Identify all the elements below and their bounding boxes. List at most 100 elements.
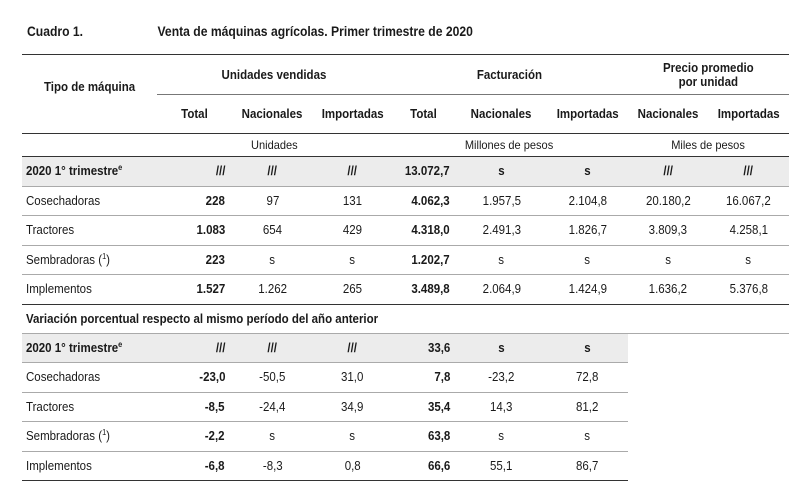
table-cell: 97	[231, 186, 314, 216]
table-cell: 20.180,2	[628, 186, 708, 216]
header-row-subcols: Total Nacionales Importadas Total Nacion…	[22, 95, 789, 134]
table-cell: 86,7	[547, 451, 628, 481]
table-row: Sembradoras (1) 223 s s 1.202,7 s s s s	[22, 245, 789, 275]
table-cell: ///	[314, 333, 391, 363]
table-cell: 223	[157, 245, 231, 275]
table-cell: ///	[157, 156, 231, 187]
table-cell: -23,2	[456, 362, 547, 393]
table-cell: 429	[314, 215, 391, 246]
table-cell: 66,6	[391, 451, 456, 481]
row-label-header: Tipo de máquina	[22, 54, 157, 134]
table-cell: 16.067,2	[708, 186, 789, 216]
table-cell: ///	[231, 156, 314, 187]
table-cell: -6,8	[157, 451, 231, 481]
row-label: Tractores	[22, 215, 157, 246]
table-cell: s	[314, 245, 391, 275]
table-cell: 1.424,9	[547, 274, 628, 305]
group-unidades-vendidas: Unidades vendidas	[157, 54, 391, 95]
row-label: Sembradoras (1)	[22, 421, 157, 452]
table-cell: 2.064,9	[456, 274, 547, 305]
table-cell: 1.202,7	[391, 245, 456, 275]
header-row-groups: Tipo de máquina Unidades vendidas Factur…	[22, 54, 789, 134]
table-cell: 55,1	[456, 451, 547, 481]
subcol-total-unidades: Total	[180, 107, 208, 121]
table-cell: 5.376,8	[708, 274, 789, 305]
units-miles: Miles de pesos	[671, 138, 746, 152]
row-label: 2020 1° trimestree	[22, 333, 157, 363]
units-millones: Millones de pesos	[465, 138, 554, 152]
table-cell: -50,5	[231, 362, 314, 393]
table-cell: s	[231, 245, 314, 275]
table-row: Cosechadoras -23,0 -50,5 31,0 7,8 -23,2 72,8	[22, 362, 789, 393]
group-facturacion: Facturación	[391, 54, 628, 95]
table-cell: 2.491,3	[456, 215, 547, 246]
table-cell: s	[456, 421, 547, 452]
subcol-importadas-precio: Importadas	[717, 107, 780, 121]
table-cell: s	[628, 245, 708, 275]
table-title: Venta de máquinas agrícolas. Primer trim…	[157, 24, 473, 39]
table-cell: 131	[314, 186, 391, 216]
table-cell: -24,4	[231, 392, 314, 422]
table-cell: 3.809,3	[628, 215, 708, 246]
table-row: Cosechadoras 228 97 131 4.062,3 1.957,5 2.104,…	[22, 186, 789, 216]
section-heading-row: Variación porcentual respecto al mismo p…	[22, 304, 789, 333]
table-cell: 63,8	[391, 421, 456, 452]
table-cell: 1.636,2	[628, 274, 708, 305]
table-cell: 14,3	[456, 392, 547, 422]
summary-row: 2020 1° trimestree/////////13.072,7 s s///…	[22, 156, 789, 187]
row-label: Implementos	[22, 274, 157, 305]
group-precio-promedio: Precio promedio por unidad	[628, 54, 789, 95]
table-cell: 33,6	[391, 333, 456, 363]
table-number: Cuadro 1.	[27, 24, 84, 39]
table-cell: 1.957,5	[456, 186, 547, 216]
table-cell: s	[231, 421, 314, 452]
table-caption: Cuadro 1. Venta de máquinas agrícolas. P…	[27, 24, 711, 42]
table-cell: s	[314, 421, 391, 452]
table-row: Tractores -8,5 -24,4 34,9 35,4 14,3 81,2	[22, 392, 789, 422]
table-cell: ///	[157, 333, 231, 363]
table-cell: ///	[314, 156, 391, 187]
subcol-importadas-unidades: Importadas	[321, 107, 384, 121]
table-row: Implementos 1.527 1.262 265 3.489,8 2.064,9 1.…	[22, 274, 789, 305]
table-cell: s	[547, 333, 628, 363]
table-cell: 31,0	[314, 362, 391, 393]
table-cell: 1.527	[157, 274, 231, 305]
table-cell: 1.262	[231, 274, 314, 305]
table-cell: 1.083	[157, 215, 231, 246]
table-cell: 72,8	[547, 362, 628, 393]
table-cell: 34,9	[314, 392, 391, 422]
summary-row: 2020 1° trimestree/////////33,6 s s	[22, 333, 789, 363]
table-cell: 3.489,8	[391, 274, 456, 305]
table-row: Tractores 1.083 654 429 4.318,0 2.491,3 1.826,…	[22, 215, 789, 246]
units-unidades: Unidades	[250, 138, 298, 152]
subcol-nacionales-unidades: Nacionales	[242, 107, 303, 121]
table-cell: 265	[314, 274, 391, 305]
row-label: 2020 1° trimestree	[22, 156, 157, 187]
table-cell: s	[708, 245, 789, 275]
table-cell: 13.072,7	[391, 156, 456, 187]
row-label: Sembradoras (1)	[22, 245, 157, 275]
table-cell: 81,2	[547, 392, 628, 422]
table-cell: ///	[231, 333, 314, 363]
table-cell: -8,5	[157, 392, 231, 422]
row-label: Tractores	[22, 392, 157, 422]
table-cell: -23,0	[157, 362, 231, 393]
table-cell: s	[547, 156, 628, 187]
table-row: Sembradoras (1) -2,2 s s 63,8 s s	[22, 421, 789, 452]
subcol-total-facturacion: Total	[410, 107, 437, 121]
row-label: Cosechadoras	[22, 362, 157, 393]
table-cell: 4.062,3	[391, 186, 456, 216]
section-heading: Variación porcentual respecto al mismo p…	[26, 311, 379, 326]
table-cell: 7,8	[391, 362, 456, 393]
table-cell: -8,3	[231, 451, 314, 481]
subcol-nacionales-facturacion: Nacionales	[471, 107, 532, 121]
table-row: Implementos -6,8 -8,3 0,8 66,6 55,1 86,7	[22, 451, 789, 481]
subcol-importadas-facturacion: Importadas	[556, 107, 619, 121]
table-cell: ///	[628, 156, 708, 187]
sales-table: Tipo de máquina Unidades vendidas Factur…	[22, 54, 789, 481]
table-cell: s	[456, 333, 547, 363]
table-cell: 4.258,1	[708, 215, 789, 246]
row-label: Implementos	[22, 451, 157, 481]
table-cell: 35,4	[391, 392, 456, 422]
table-cell: s	[456, 156, 547, 187]
